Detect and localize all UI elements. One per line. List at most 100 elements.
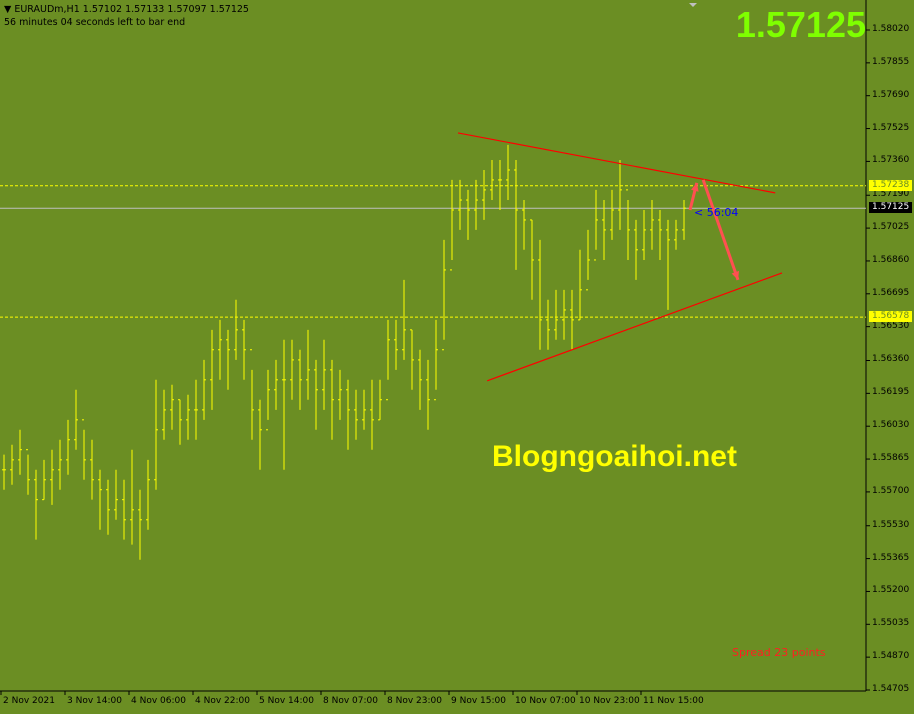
bar-timer-text: 56 minutes 04 seconds left to bar end xyxy=(4,17,186,28)
ohlc-bar xyxy=(394,319,398,370)
ohlc-bar xyxy=(490,160,494,201)
ohlc-bar xyxy=(538,239,542,350)
x-tick-label: 11 Nov 15:00 xyxy=(643,696,704,706)
ohlc-bar xyxy=(170,384,174,430)
y-tick-label: 1.57525 xyxy=(872,122,910,133)
ohlc-bar xyxy=(482,169,486,220)
ohlc-bar xyxy=(682,200,686,240)
ohlc-bar xyxy=(266,369,270,431)
ohlc-bar xyxy=(410,329,414,390)
ohlc-bar xyxy=(250,349,254,440)
ohlc-bar xyxy=(418,349,422,410)
bar-countdown: < 56:04 xyxy=(694,206,739,219)
ohlc-bar xyxy=(2,454,6,490)
x-tick-label: 8 Nov 07:00 xyxy=(323,696,378,706)
ohlc-bar xyxy=(34,469,38,540)
ohlc-bar xyxy=(658,209,662,260)
ohlc-bar xyxy=(578,249,582,321)
ohlc-bar xyxy=(66,419,70,475)
arrow-line xyxy=(701,179,740,281)
ohlc-bar xyxy=(554,289,558,340)
ohlc-bar xyxy=(610,189,614,240)
current-price-tag: 1.57125 xyxy=(869,202,913,214)
ohlc-bar xyxy=(442,239,446,351)
y-tick-label: 1.54870 xyxy=(872,651,910,662)
ohlc-bar xyxy=(530,219,534,300)
ohlc-bar xyxy=(522,200,526,250)
ohlc-bar xyxy=(162,389,166,440)
ohlc-bar xyxy=(498,160,502,210)
big-price-display: 1.57125 xyxy=(735,4,866,45)
ohlc-bar xyxy=(602,200,606,260)
y-tick-label: 1.56530 xyxy=(872,320,910,331)
ohlc-bar xyxy=(226,329,230,390)
ohlc-bar xyxy=(26,449,30,495)
ohlc-bar xyxy=(506,144,510,201)
y-tick-label: 1.56360 xyxy=(872,354,910,365)
ohlc-bar xyxy=(178,399,182,445)
ohlc-bar xyxy=(346,379,350,450)
y-tick-label: 1.57855 xyxy=(872,56,910,67)
ohlc-bar xyxy=(106,479,110,535)
spread-text: Spread 23 points xyxy=(732,646,826,659)
trendline xyxy=(457,132,776,194)
ohlc-bar xyxy=(642,209,646,260)
y-tick-label: 1.55365 xyxy=(872,552,910,563)
x-tick-label: 5 Nov 14:00 xyxy=(259,696,314,706)
ohlc-bar xyxy=(666,219,670,310)
ohlc-bar xyxy=(546,299,550,350)
level-price-tag: 1.57238 xyxy=(869,179,913,191)
y-tick-label: 1.58020 xyxy=(872,24,910,34)
ohlc-bar xyxy=(234,299,238,360)
y-tick-label: 1.55200 xyxy=(872,585,910,596)
ohlc-bar xyxy=(98,469,102,530)
ohlc-bar xyxy=(258,399,262,470)
y-tick-label: 1.57025 xyxy=(872,222,910,233)
y-tick-label: 1.57690 xyxy=(872,89,910,100)
ohlc-bar xyxy=(618,160,622,230)
ohlc-bar xyxy=(50,449,54,505)
ohlc-bar xyxy=(514,160,518,270)
y-tick-label: 1.56030 xyxy=(872,420,910,431)
scroll-marker-icon xyxy=(689,3,697,7)
ohlc-bar xyxy=(434,319,438,401)
x-tick-label: 10 Nov 07:00 xyxy=(515,696,576,706)
ohlc-bar xyxy=(570,289,574,350)
ohlc-bar xyxy=(466,189,470,240)
ohlc-bar xyxy=(114,469,118,520)
ohlc-bar xyxy=(330,359,334,440)
x-tick-label: 10 Nov 23:00 xyxy=(579,696,640,706)
ohlc-bar xyxy=(450,179,454,271)
ohlc-bar xyxy=(314,359,318,430)
ohlc-bar xyxy=(402,279,406,360)
y-tick-label: 1.54705 xyxy=(872,684,910,694)
y-tick-label: 1.56860 xyxy=(872,254,910,265)
ohlc-bar xyxy=(586,229,590,291)
watermark: Blogngoaihoi.net xyxy=(492,440,737,473)
ohlc-bar xyxy=(218,319,222,380)
y-tick-label: 1.55865 xyxy=(872,453,910,464)
arrow-head-icon xyxy=(691,182,699,192)
x-tick-label: 3 Nov 14:00 xyxy=(67,696,122,706)
ohlc-bar xyxy=(594,189,598,261)
y-tick-label: 1.55530 xyxy=(872,519,910,530)
trendline xyxy=(486,272,783,382)
ohlc-bar xyxy=(458,179,462,230)
ohlc-bar xyxy=(322,339,326,410)
ohlc-bar xyxy=(194,379,198,440)
ohlc-bar xyxy=(306,329,310,400)
ohlc-bar xyxy=(370,379,374,450)
ohlc-bar xyxy=(474,179,478,230)
ohlc-bar xyxy=(362,389,366,430)
level-price-tag: 1.56578 xyxy=(869,311,913,323)
ohlc-bar xyxy=(90,439,94,500)
ohlc-bar xyxy=(186,394,190,440)
ohlc-bar xyxy=(354,389,358,440)
ohlc-bar xyxy=(18,429,22,475)
symbol-info: ▼ EURAUDm,H1 1.57102 1.57133 1.57097 1.5… xyxy=(4,4,249,15)
ohlc-bar xyxy=(242,319,246,380)
ohlc-bar xyxy=(210,329,214,410)
ohlc-bar xyxy=(42,459,46,501)
dropdown-triangle-icon[interactable]: ▼ xyxy=(4,4,12,15)
